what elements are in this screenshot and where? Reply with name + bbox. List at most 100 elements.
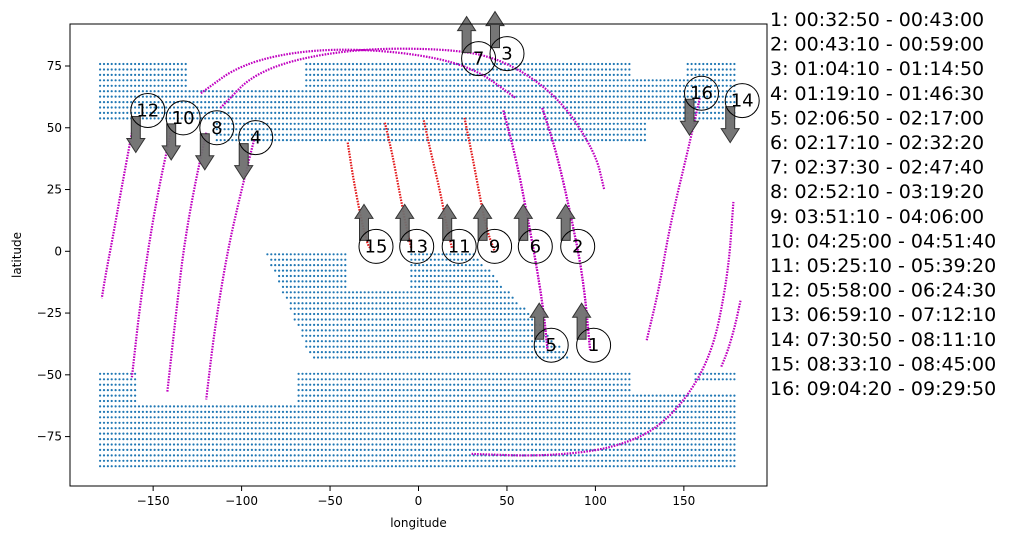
- land-point: [141, 410, 144, 413]
- land-point: [499, 95, 502, 98]
- land-point: [387, 329, 390, 332]
- land-point: [713, 443, 717, 446]
- land-point: [468, 443, 471, 446]
- land-point: [558, 438, 561, 441]
- land-point: [227, 427, 230, 430]
- land-point: [239, 443, 242, 446]
- land-point: [422, 296, 425, 299]
- land-point: [492, 378, 495, 381]
- land-point: [464, 133, 467, 136]
- land-point: [566, 432, 569, 435]
- land-point: [398, 438, 401, 441]
- land-point: [274, 264, 277, 267]
- land-point: [534, 122, 538, 125]
- land-point: [313, 318, 316, 321]
- land-point: [359, 438, 362, 441]
- land-point: [624, 128, 627, 131]
- land-point: [122, 410, 125, 413]
- land-point: [441, 280, 444, 283]
- land-point: [581, 95, 584, 98]
- land-point: [422, 405, 425, 408]
- land-point: [566, 405, 569, 408]
- land-point: [402, 421, 405, 424]
- land-point: [441, 448, 444, 451]
- land-point: [359, 111, 362, 114]
- land-point: [351, 438, 355, 441]
- land-point: [713, 427, 717, 430]
- land-point: [449, 356, 452, 359]
- land-point: [371, 416, 374, 419]
- land-point: [495, 356, 499, 359]
- land-point: [464, 389, 467, 392]
- land-point: [204, 117, 207, 120]
- land-point: [503, 101, 506, 104]
- land-point: [402, 312, 405, 316]
- land-point: [531, 139, 534, 142]
- land-point: [702, 95, 705, 98]
- land-point: [713, 399, 717, 403]
- land-point: [538, 389, 542, 392]
- land-point: [445, 296, 448, 299]
- land-point: [410, 356, 413, 359]
- land-point: [328, 139, 331, 142]
- land-point: [134, 410, 137, 413]
- land-point: [433, 312, 436, 316]
- land-point: [375, 432, 378, 435]
- land-point: [289, 258, 292, 261]
- land-point: [336, 454, 339, 457]
- land-point: [390, 443, 394, 446]
- land-point: [628, 106, 631, 109]
- land-point: [99, 427, 102, 430]
- land-point: [604, 117, 608, 120]
- land-point: [406, 296, 409, 299]
- land-point: [99, 106, 102, 109]
- land-point: [351, 372, 355, 375]
- land-point: [340, 383, 343, 386]
- land-point: [410, 389, 413, 392]
- land-point: [301, 291, 304, 294]
- land-point: [733, 101, 736, 104]
- land-point: [460, 323, 464, 326]
- land-point: [320, 139, 323, 142]
- land-point: [523, 122, 526, 125]
- land-point: [293, 454, 296, 457]
- land-point: [375, 454, 378, 457]
- land-point: [484, 383, 487, 386]
- land-point: [449, 139, 452, 142]
- land-point: [410, 399, 413, 403]
- land-point: [309, 394, 312, 397]
- land-point: [188, 438, 191, 441]
- land-point: [285, 465, 288, 468]
- land-point: [495, 128, 499, 131]
- land-point: [102, 399, 106, 403]
- land-point: [577, 389, 580, 392]
- land-point: [235, 111, 238, 114]
- land-point: [441, 307, 444, 310]
- land-point: [429, 139, 432, 142]
- land-point: [313, 340, 316, 343]
- land-point: [118, 106, 121, 109]
- land-point: [402, 443, 405, 446]
- land-point: [608, 128, 612, 131]
- land-point: [422, 340, 425, 343]
- land-point: [188, 443, 191, 446]
- land-point: [663, 101, 666, 104]
- land-point: [507, 296, 510, 299]
- land-point: [425, 296, 429, 299]
- land-point: [320, 285, 323, 288]
- land-point: [383, 117, 386, 120]
- land-point: [406, 389, 409, 392]
- land-point: [351, 405, 355, 408]
- land-point: [604, 427, 608, 430]
- land-point: [313, 399, 316, 403]
- land-point: [577, 394, 580, 397]
- land-point: [278, 122, 281, 125]
- land-point: [196, 416, 199, 419]
- land-point: [235, 459, 238, 462]
- land-point: [274, 459, 277, 462]
- land-point: [375, 106, 378, 109]
- land-point: [651, 465, 654, 468]
- land-point: [480, 427, 483, 430]
- land-point: [445, 128, 448, 131]
- land-point: [250, 421, 253, 424]
